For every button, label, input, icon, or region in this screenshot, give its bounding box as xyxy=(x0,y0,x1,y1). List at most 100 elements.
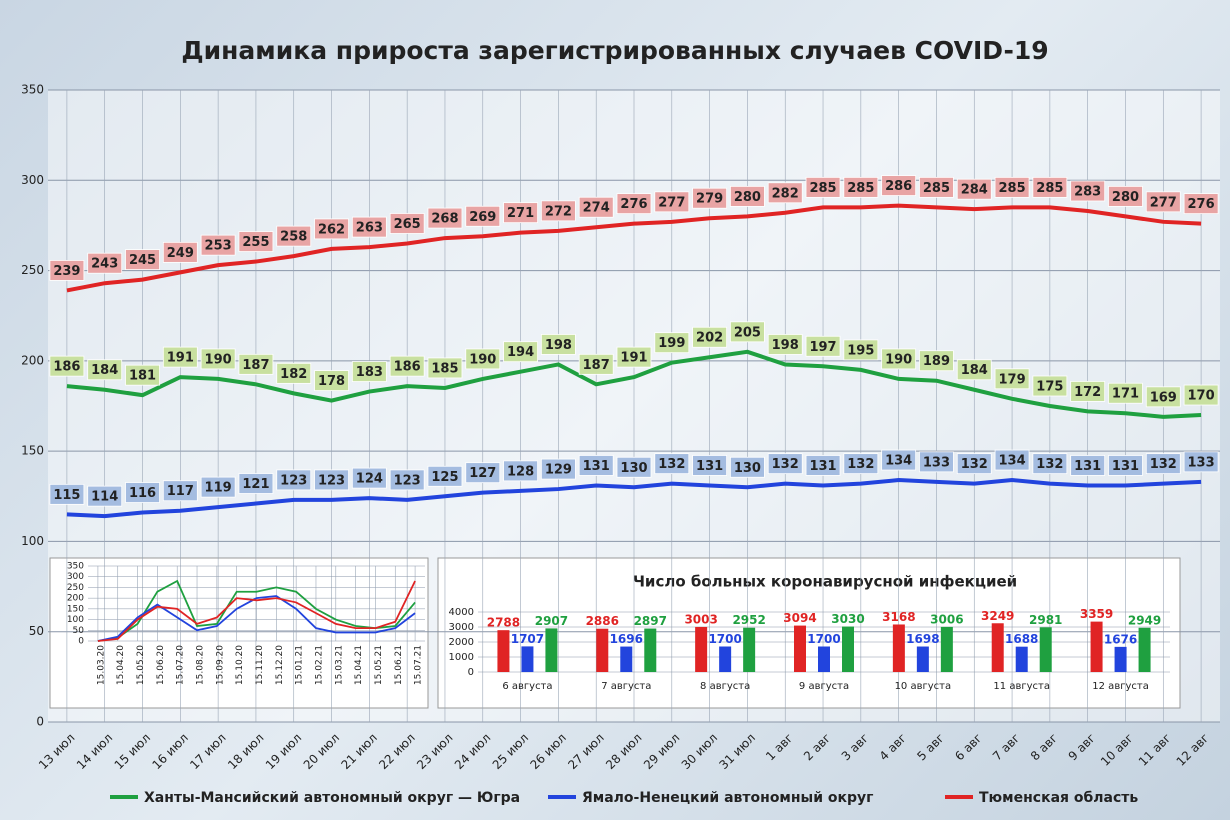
value-label-box xyxy=(200,348,236,370)
value-label-box xyxy=(843,453,879,475)
value-label: 249 xyxy=(167,246,194,261)
value-label: 129 xyxy=(545,463,572,478)
value-label-box xyxy=(1183,384,1219,406)
value-label: 194 xyxy=(507,345,534,360)
value-label-box xyxy=(578,353,614,375)
x-tick-label: 12 августа xyxy=(1092,681,1149,692)
value-label-box xyxy=(276,225,312,247)
bar xyxy=(644,628,657,672)
x-tick-label: 3 авг xyxy=(839,731,872,764)
value-label: 1696 xyxy=(610,632,643,646)
y-tick-label: 250 xyxy=(67,583,84,593)
x-tick-label: 15.02.21 xyxy=(314,645,324,685)
value-label: 262 xyxy=(318,222,345,237)
value-label-box xyxy=(389,469,425,491)
value-label-box xyxy=(692,455,728,476)
value-label: 253 xyxy=(205,239,232,254)
value-label-box xyxy=(1183,193,1219,215)
bar xyxy=(916,646,929,672)
x-tick-label: 11 авг xyxy=(1136,731,1174,769)
value-label: 172 xyxy=(1074,385,1101,400)
value-label: 185 xyxy=(431,361,458,376)
value-label-box xyxy=(465,205,501,227)
value-label-box xyxy=(49,355,85,377)
x-tick-label: 4 авг xyxy=(877,731,910,764)
y-tick-label: 2000 xyxy=(449,637,474,648)
value-label: 131 xyxy=(1112,459,1139,474)
value-label: 132 xyxy=(658,457,685,472)
value-label-box xyxy=(654,191,690,213)
x-tick-label: 30 июл xyxy=(679,731,720,772)
y-tick-label: 300 xyxy=(21,173,44,187)
value-label: 123 xyxy=(394,473,421,488)
x-tick-label: 26 июл xyxy=(528,731,569,772)
value-label: 269 xyxy=(469,210,496,225)
value-label-box xyxy=(1108,455,1143,476)
x-tick-label: 8 августа xyxy=(700,681,750,692)
x-tick-label: 15.06.20 xyxy=(156,645,166,685)
value-label: 205 xyxy=(734,325,761,340)
y-tick-label: 1000 xyxy=(449,652,474,663)
value-label-box xyxy=(1070,180,1106,202)
value-label: 169 xyxy=(1150,390,1177,405)
value-label-box xyxy=(162,346,198,368)
value-label-box xyxy=(314,469,349,491)
value-label-box xyxy=(351,467,387,489)
value-label-box xyxy=(654,332,690,354)
bar xyxy=(596,628,609,672)
value-label-box xyxy=(805,455,841,476)
value-label-box xyxy=(692,187,728,209)
y-tick-label: 0 xyxy=(36,715,44,729)
x-tick-label: 25 июл xyxy=(490,731,531,772)
x-tick-label: 31 июл xyxy=(717,731,758,772)
value-label-box xyxy=(843,339,879,361)
y-tick-label: 4000 xyxy=(449,607,474,618)
x-tick-label: 9 августа xyxy=(799,681,849,692)
value-label: 187 xyxy=(242,358,269,373)
legend-label: Тюменская область xyxy=(979,790,1138,806)
value-label: 1688 xyxy=(1005,632,1038,646)
value-label-box xyxy=(503,341,538,363)
value-label: 191 xyxy=(620,351,647,366)
value-label-box xyxy=(87,485,123,507)
x-tick-label: 15.07.21 xyxy=(414,645,424,685)
value-label-box xyxy=(49,260,85,281)
y-tick-label: 200 xyxy=(67,594,84,604)
value-label: 115 xyxy=(53,488,80,503)
value-label-box xyxy=(1032,453,1068,475)
y-tick-label: 0 xyxy=(78,637,84,647)
bar xyxy=(1090,621,1103,672)
value-label-box xyxy=(540,200,576,222)
value-label-box xyxy=(427,207,463,229)
chart-title: Динамика прироста зарегистрированных слу… xyxy=(181,36,1048,65)
value-label-box xyxy=(616,456,652,478)
y-tick-label: 50 xyxy=(73,626,85,636)
value-label: 285 xyxy=(809,181,836,196)
bar xyxy=(940,626,953,672)
value-label: 199 xyxy=(658,336,685,351)
value-label-box xyxy=(503,202,538,224)
value-label: 191 xyxy=(167,351,194,366)
value-label: 183 xyxy=(356,365,383,380)
y-tick-label: 150 xyxy=(21,444,44,458)
value-label: 125 xyxy=(431,470,458,485)
value-label: 274 xyxy=(583,201,610,216)
x-tick-label: 15.04.21 xyxy=(354,645,364,685)
y-tick-label: 200 xyxy=(21,353,44,367)
value-label-box xyxy=(730,321,765,343)
value-label: 178 xyxy=(318,374,345,389)
value-label: 1698 xyxy=(906,632,939,646)
y-tick-label: 150 xyxy=(67,604,84,614)
value-label: 190 xyxy=(205,352,232,367)
value-label: 132 xyxy=(1036,457,1063,472)
y-tick-label: 50 xyxy=(29,624,44,638)
bar xyxy=(1138,627,1151,672)
value-label: 1707 xyxy=(511,632,544,646)
bar xyxy=(695,626,708,672)
value-label-box xyxy=(578,455,614,476)
value-label: 258 xyxy=(280,230,307,245)
x-tick-label: 15.05.20 xyxy=(136,645,146,685)
bar xyxy=(842,626,854,672)
value-label: 202 xyxy=(696,331,723,346)
value-label: 133 xyxy=(1188,455,1215,470)
